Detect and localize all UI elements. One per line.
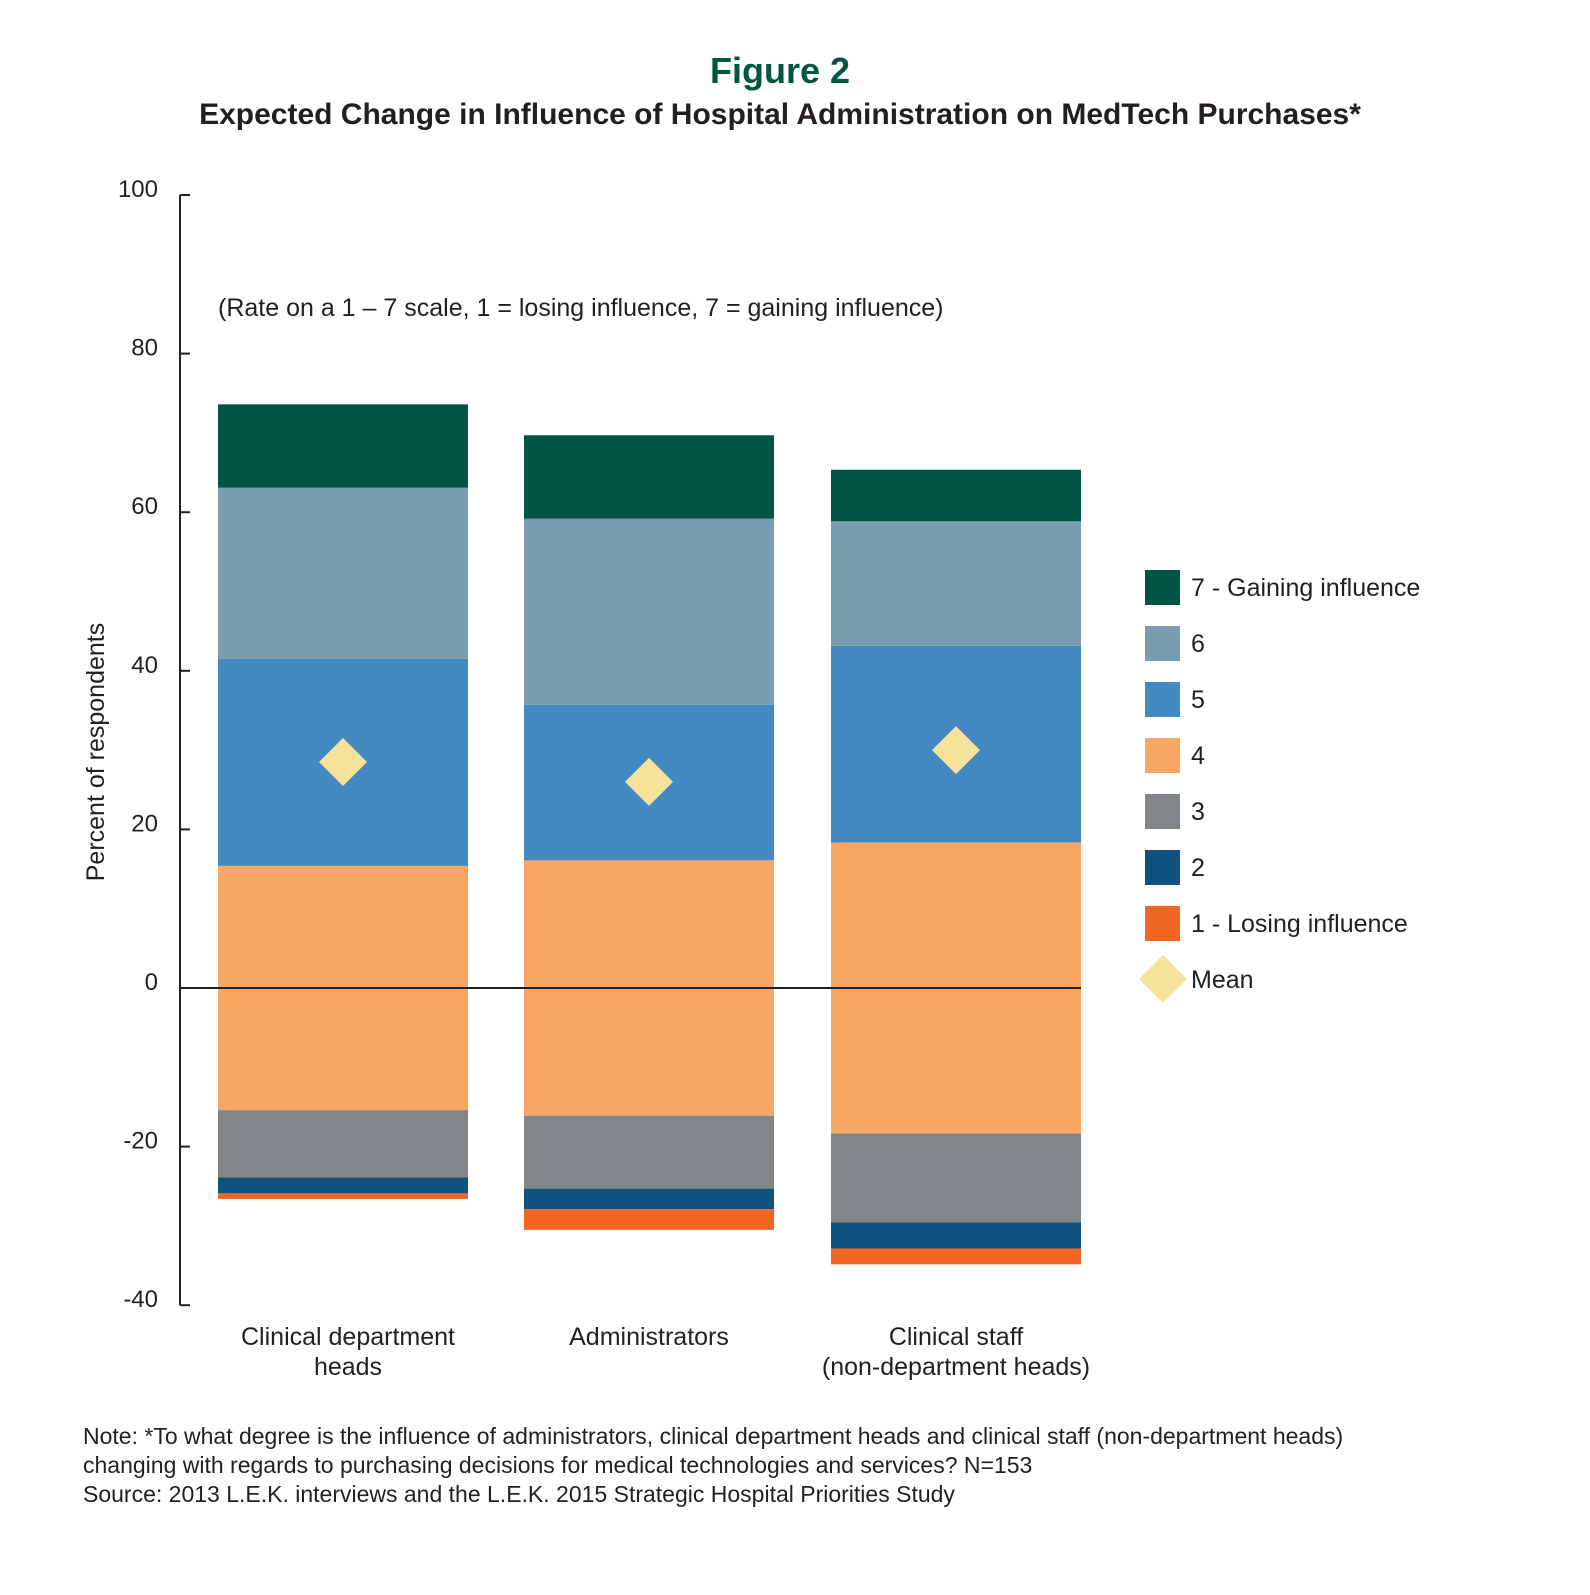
- legend-label: 5: [1191, 686, 1205, 714]
- bar-segment-7: [831, 469, 1081, 522]
- bar-segment-7: [524, 435, 774, 519]
- bar-segment-7: [218, 404, 468, 488]
- y-axis-label: Percent of respondents: [82, 623, 110, 882]
- y-tick-label: 60: [131, 493, 158, 520]
- bar-segment-2: [218, 1177, 468, 1194]
- legend-swatch: [1145, 906, 1180, 941]
- mean-marker: [932, 726, 980, 775]
- legend-swatch: [1145, 738, 1180, 773]
- note-line-2: changing with regards to purchasing deci…: [83, 1452, 1033, 1478]
- legend-label: 2: [1191, 854, 1205, 882]
- mean-marker: [625, 757, 673, 806]
- legend-swatch: [1145, 570, 1180, 605]
- legend-swatch: [1145, 850, 1180, 885]
- bar-segment-2: [831, 1222, 1081, 1249]
- y-tick-label: -40: [123, 1286, 158, 1313]
- category-label: Clinical staff: [889, 1323, 1023, 1351]
- note-line-3: Source: 2013 L.E.K. interviews and the L…: [83, 1481, 955, 1507]
- bar-segment-3: [218, 1110, 468, 1178]
- figure-label: Figure 2: [709, 50, 851, 91]
- y-tick-label: 0: [145, 969, 158, 996]
- category-label: Clinical department: [241, 1323, 455, 1351]
- legend: 7 - Gaining influence 6 5 4 3 2 1 - Losing inf…: [1139, 570, 1420, 1003]
- bar-segment-6: [831, 521, 1081, 646]
- category-label: heads: [314, 1353, 382, 1381]
- bar-segment-2: [524, 1188, 774, 1210]
- bar-segment-1: [831, 1248, 1081, 1265]
- y-tick-label: 80: [131, 335, 158, 362]
- stacked-bar-chart: 100 80 60 40 20 0 -20 -40 Clinical departmenthe…: [82, 176, 1420, 1381]
- bar-segment-3: [524, 1115, 774, 1189]
- chart-title: Expected Change in Influence of Hospital…: [199, 98, 1361, 131]
- y-tick-label: 100: [118, 176, 158, 203]
- legend-label: 6: [1191, 630, 1205, 658]
- legend-label: Mean: [1191, 966, 1254, 994]
- legend-label: 1 - Losing influence: [1191, 910, 1408, 938]
- bars-group: [218, 404, 1081, 1265]
- legend-swatch: [1145, 794, 1180, 829]
- mean-marker: [319, 737, 367, 786]
- bar-segment-6: [218, 487, 468, 659]
- legend-swatch: [1145, 682, 1180, 717]
- y-tick-label: 40: [131, 652, 158, 679]
- legend-swatch-mean: [1139, 955, 1187, 1003]
- legend-label: 4: [1191, 742, 1205, 770]
- category-label: (non-department heads): [822, 1353, 1090, 1381]
- bar-segment-1: [524, 1209, 774, 1230]
- legend-label: 3: [1191, 798, 1205, 826]
- category-label: Administrators: [569, 1323, 729, 1351]
- legend-label: 7 - Gaining influence: [1191, 574, 1420, 602]
- y-tick-label: 20: [131, 810, 158, 837]
- scale-annotation: (Rate on a 1 – 7 scale, 1 = losing influ…: [218, 294, 943, 322]
- footnote: Note: *To what degree is the influence o…: [83, 1422, 1543, 1509]
- bar-segment-1: [218, 1193, 468, 1199]
- y-tick-label: -20: [123, 1128, 158, 1155]
- note-line-1: Note: *To what degree is the influence o…: [83, 1423, 1344, 1449]
- bar-segment-6: [524, 518, 774, 705]
- legend-swatch: [1145, 626, 1180, 661]
- y-axis: 100 80 60 40 20 0 -20 -40: [118, 176, 1081, 1313]
- mean-markers: [319, 726, 980, 806]
- bar-segment-3: [831, 1133, 1081, 1223]
